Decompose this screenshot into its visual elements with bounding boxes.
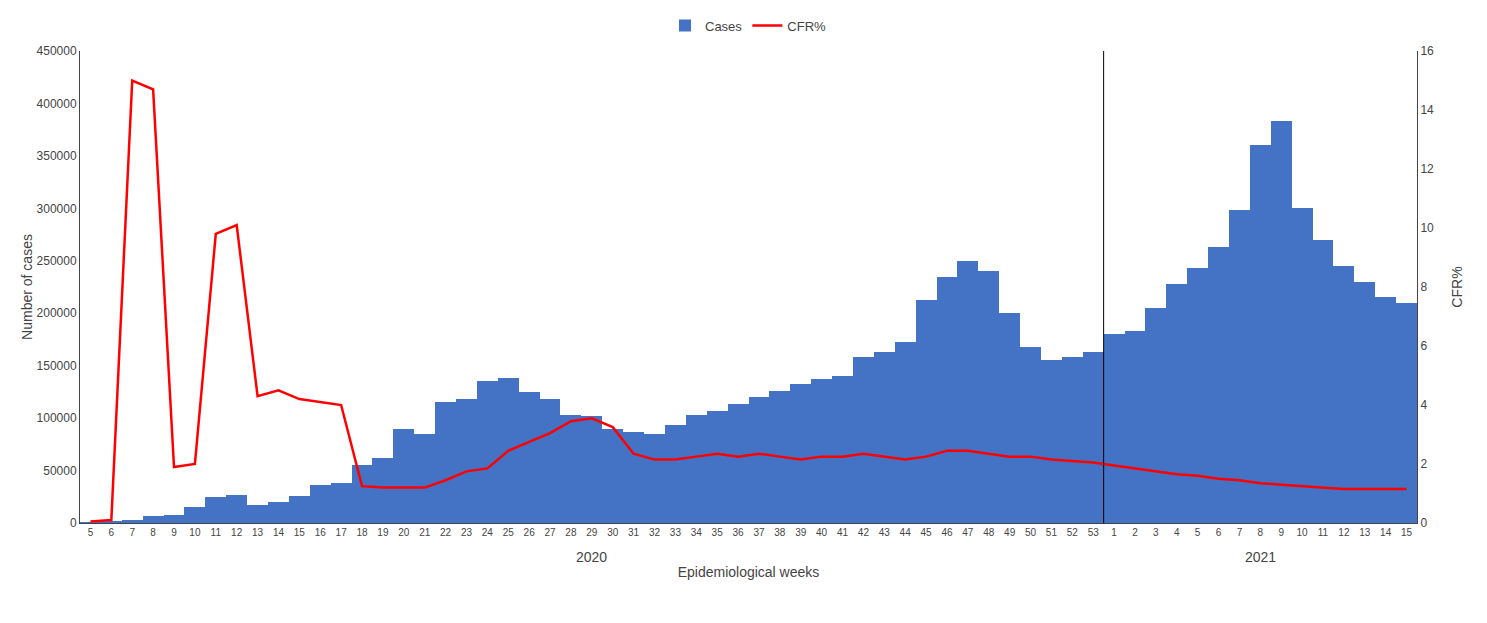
svg-text:400000: 400000: [37, 97, 77, 111]
svg-text:2021: 2021: [1245, 549, 1276, 565]
svg-text:19: 19: [377, 527, 389, 538]
svg-text:11: 11: [211, 527, 222, 538]
svg-text:26: 26: [524, 527, 536, 538]
svg-text:200000: 200000: [37, 306, 77, 320]
svg-text:Cases: Cases: [705, 19, 742, 34]
svg-text:Epidemiological weeks: Epidemiological weeks: [678, 564, 820, 580]
svg-text:6: 6: [109, 527, 115, 538]
svg-text:4: 4: [1420, 398, 1427, 412]
svg-text:4: 4: [1174, 527, 1180, 538]
svg-text:7: 7: [129, 527, 135, 538]
svg-text:22: 22: [440, 527, 452, 538]
svg-text:2020: 2020: [576, 549, 607, 565]
svg-text:32: 32: [649, 527, 661, 538]
svg-text:16: 16: [315, 527, 327, 538]
svg-text:13: 13: [252, 527, 264, 538]
svg-text:33: 33: [670, 527, 682, 538]
svg-text:36: 36: [732, 527, 744, 538]
svg-text:7: 7: [1237, 527, 1243, 538]
svg-text:10: 10: [189, 527, 201, 538]
svg-text:15: 15: [294, 527, 306, 538]
svg-text:8: 8: [150, 527, 156, 538]
svg-text:20: 20: [398, 527, 410, 538]
svg-text:150000: 150000: [37, 359, 77, 373]
svg-text:51: 51: [1046, 527, 1058, 538]
svg-text:10: 10: [1297, 527, 1309, 538]
svg-text:30: 30: [607, 527, 619, 538]
svg-text:50000: 50000: [43, 464, 77, 478]
svg-text:8: 8: [1420, 280, 1427, 294]
svg-text:6: 6: [1420, 339, 1427, 353]
svg-text:CFR%: CFR%: [1449, 266, 1465, 307]
svg-text:12: 12: [1420, 162, 1434, 176]
svg-text:34: 34: [691, 527, 703, 538]
svg-text:450000: 450000: [37, 44, 77, 58]
svg-text:10: 10: [1420, 221, 1434, 235]
svg-text:21: 21: [419, 527, 431, 538]
svg-text:13: 13: [1359, 527, 1371, 538]
svg-text:350000: 350000: [37, 149, 77, 163]
svg-text:27: 27: [544, 527, 556, 538]
svg-text:2: 2: [1420, 457, 1427, 471]
svg-text:0: 0: [1420, 516, 1427, 530]
svg-text:9: 9: [171, 527, 177, 538]
svg-text:1: 1: [1111, 527, 1117, 538]
svg-text:14: 14: [1380, 527, 1392, 538]
svg-text:12: 12: [1338, 527, 1350, 538]
svg-text:5: 5: [88, 527, 94, 538]
svg-text:100000: 100000: [37, 411, 77, 425]
svg-text:11: 11: [1318, 527, 1329, 538]
svg-text:0: 0: [70, 516, 77, 530]
svg-text:16: 16: [1420, 44, 1434, 58]
svg-text:39: 39: [795, 527, 807, 538]
svg-text:29: 29: [586, 527, 598, 538]
svg-text:3: 3: [1153, 527, 1159, 538]
svg-text:43: 43: [879, 527, 891, 538]
svg-text:300000: 300000: [37, 202, 77, 216]
svg-text:18: 18: [356, 527, 368, 538]
svg-text:40: 40: [816, 527, 828, 538]
svg-text:42: 42: [858, 527, 870, 538]
svg-text:25: 25: [503, 527, 515, 538]
svg-text:24: 24: [482, 527, 494, 538]
svg-text:48: 48: [983, 527, 995, 538]
svg-text:15: 15: [1401, 527, 1413, 538]
svg-text:17: 17: [336, 527, 348, 538]
svg-text:50: 50: [1025, 527, 1037, 538]
svg-text:2: 2: [1132, 527, 1138, 538]
svg-text:35: 35: [712, 527, 724, 538]
svg-text:250000: 250000: [37, 254, 77, 268]
svg-text:5: 5: [1195, 527, 1201, 538]
svg-text:49: 49: [1004, 527, 1016, 538]
svg-text:8: 8: [1258, 527, 1264, 538]
svg-text:6: 6: [1216, 527, 1222, 538]
svg-text:45: 45: [921, 527, 933, 538]
svg-text:37: 37: [753, 527, 765, 538]
svg-text:44: 44: [900, 527, 912, 538]
svg-text:41: 41: [837, 527, 849, 538]
svg-text:28: 28: [565, 527, 577, 538]
svg-text:CFR%: CFR%: [787, 19, 826, 34]
svg-text:12: 12: [231, 527, 243, 538]
svg-text:14: 14: [273, 527, 285, 538]
svg-text:9: 9: [1278, 527, 1284, 538]
svg-text:53: 53: [1088, 527, 1100, 538]
svg-text:46: 46: [941, 527, 953, 538]
svg-text:Number of cases: Number of cases: [19, 234, 35, 340]
svg-text:14: 14: [1420, 103, 1434, 117]
svg-text:47: 47: [962, 527, 974, 538]
svg-text:38: 38: [774, 527, 786, 538]
svg-text:31: 31: [628, 527, 640, 538]
svg-text:52: 52: [1067, 527, 1079, 538]
svg-text:23: 23: [461, 527, 473, 538]
